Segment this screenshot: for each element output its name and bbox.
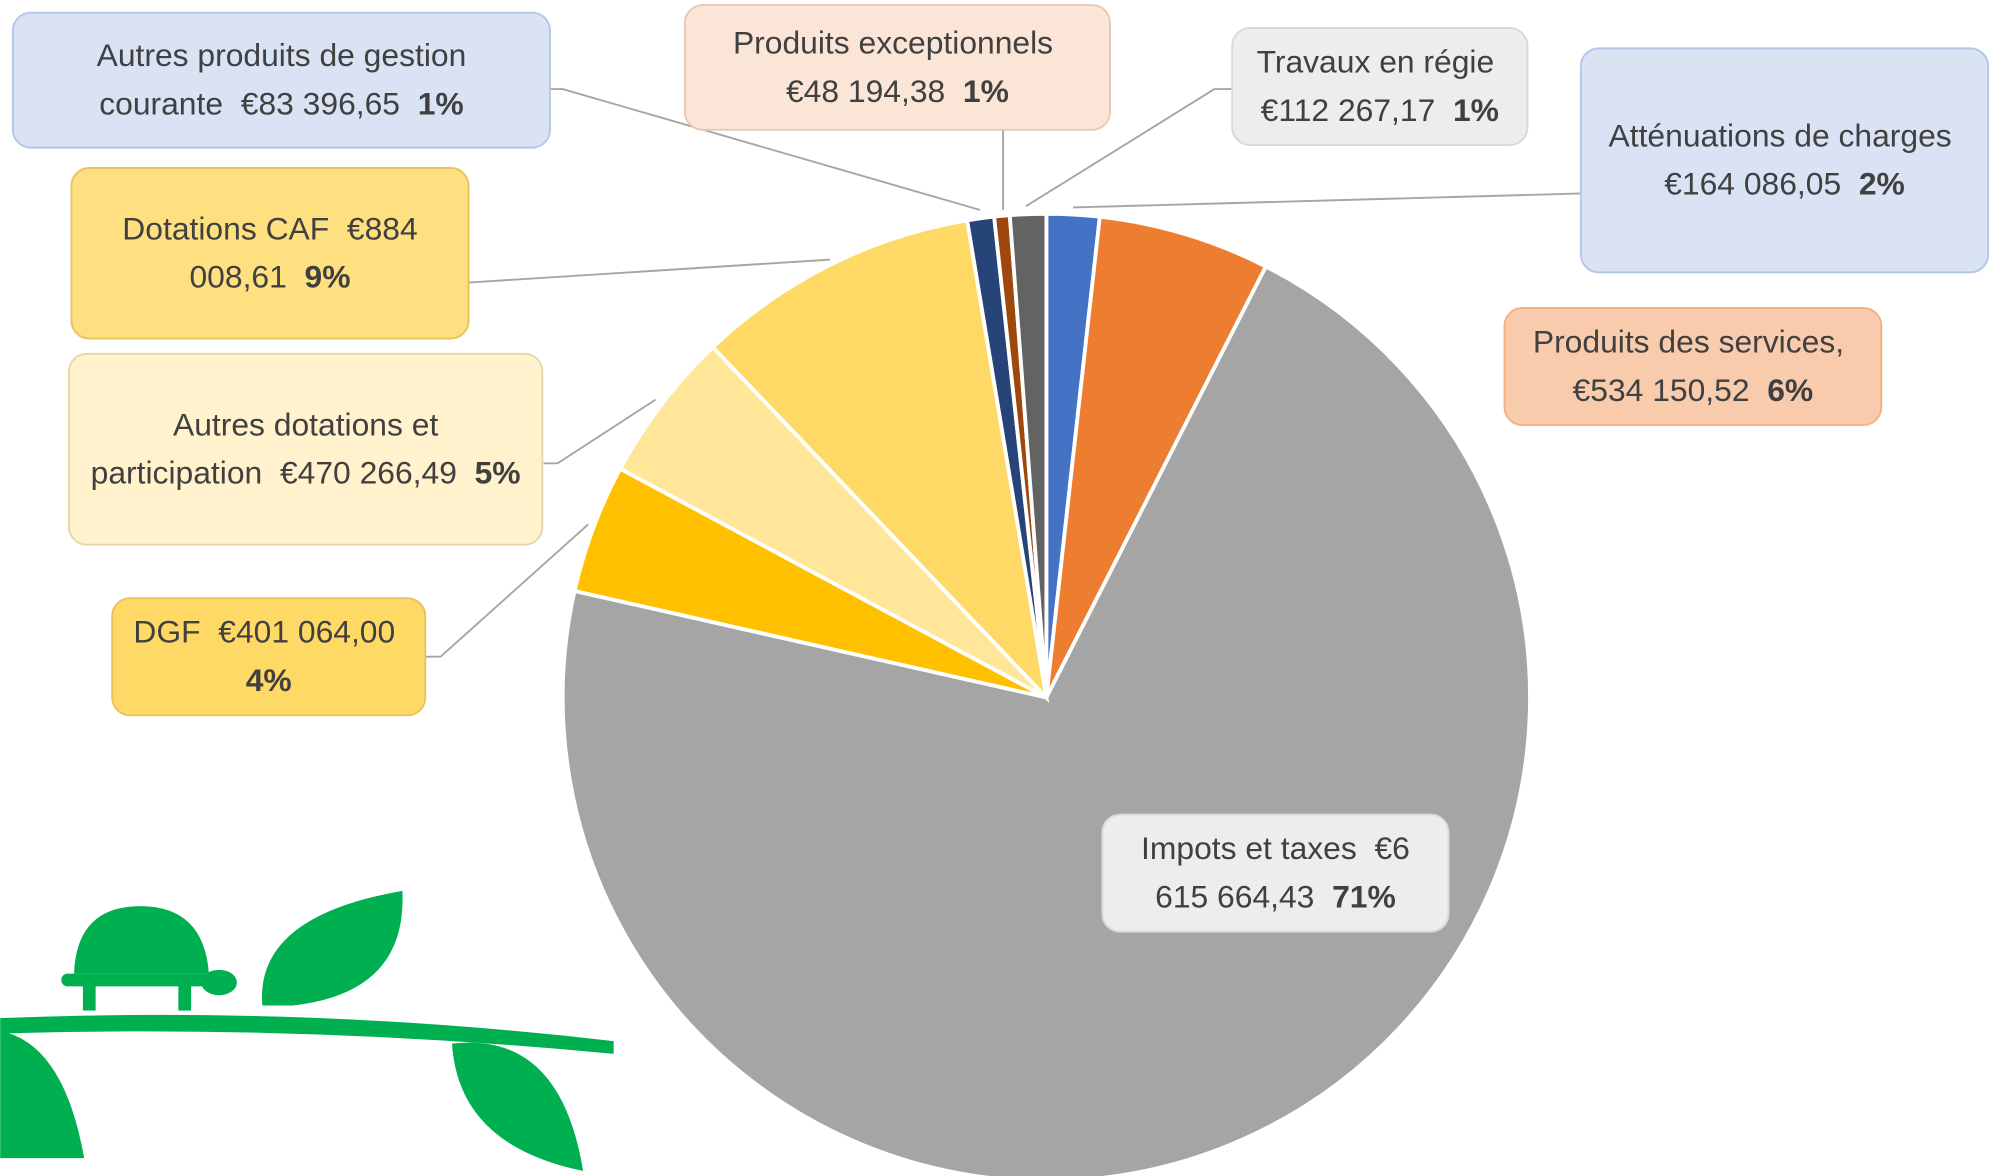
data-label: DGF €401 064,00 4% [112,598,425,715]
pie-slice [1044,214,1269,699]
category-label: DGF [133,614,201,651]
percent-label: 5% [474,455,521,492]
category-label: Atténuations de charges [1608,118,1952,154]
data-label: Produits exceptionnels €48 194,38 1% [685,5,1110,130]
data-label-text: Impots et taxes €6 615 664,43 71% [1102,815,1448,932]
label-box [70,167,470,340]
data-label-text: Autres dotations et participation €470 2… [69,354,542,545]
data-label: Travaux en régie €112 267,17 1% [1232,28,1527,145]
value-label: €83 396,65 [240,86,400,123]
category-label: Produits exceptionnels [732,25,1054,62]
value-label: €48 194,38 [785,73,946,110]
pie-slice [560,263,1532,1176]
label-box [67,352,544,546]
turtle-branch-decoration [0,890,614,1171]
pie [560,211,1532,1176]
percent-label: 1% [1452,92,1499,129]
label-box [111,597,427,717]
category-label: Travaux en régie [1256,44,1495,81]
percent-label: 1% [417,86,464,123]
data-label-text: Atténuations de charges €164 086,05 2% [1581,48,1988,272]
data-label-text: Travaux en régie €112 267,17 1% [1232,28,1527,145]
category-label: Autres dotations et participation [90,407,439,492]
percent-label: 6% [1767,372,1814,409]
percent-label: 71% [1332,879,1396,916]
category-label: Impots et taxes [1141,831,1357,867]
label-box [1579,47,1990,274]
value-label: €470 266,49 [279,455,457,492]
label-box [683,4,1111,131]
leader-lines [425,88,1581,658]
data-label-text: Produits des services, €534 150,52 6% [1505,308,1882,425]
data-label: Atténuations de charges €164 086,05 2% [1581,48,1988,272]
percent-label: 2% [1858,166,1905,203]
data-label: Produits des services, €534 150,52 6% [1505,308,1882,425]
percent-label: 4% [245,663,292,699]
value-label: €884 008,61 [189,211,418,296]
value-label: €401 064,00 [218,614,396,651]
data-label: Impots et taxes €6 615 664,43 71% [1102,815,1448,932]
data-label-text: DGF €401 064,00 4% [112,598,425,715]
data-label-text: Autres produits de gestion courante €83 … [13,13,550,148]
data-label-text: Produits exceptionnels €48 194,38 1% [685,5,1110,130]
category-label: Autres produits de gestion courante [96,38,467,123]
data-label: Autres produits de gestion courante €83 … [13,13,550,148]
percent-label: 1% [962,73,1009,110]
pie-slice [617,344,1048,700]
data-label: Dotations CAF €884 008,61 9% [71,168,468,339]
pie-slice [710,218,1050,704]
label-box [1101,813,1450,933]
data-label-text: Dotations CAF €884 008,61 9% [71,168,468,339]
category-label: Dotations CAF [122,211,330,247]
data-label: Autres dotations et participation €470 2… [69,354,542,545]
percent-label: 9% [304,259,351,296]
category-label: Produits des services, [1532,324,1845,361]
label-box [11,11,551,149]
pie-slice [1007,211,1049,698]
value-label: €6 615 664,43 [1155,831,1410,916]
label-box [1503,307,1883,427]
label-box [1231,27,1529,147]
value-label: €164 086,05 [1664,166,1842,203]
value-label: €112 267,17 [1260,92,1436,129]
value-label: €534 150,52 [1572,372,1750,409]
